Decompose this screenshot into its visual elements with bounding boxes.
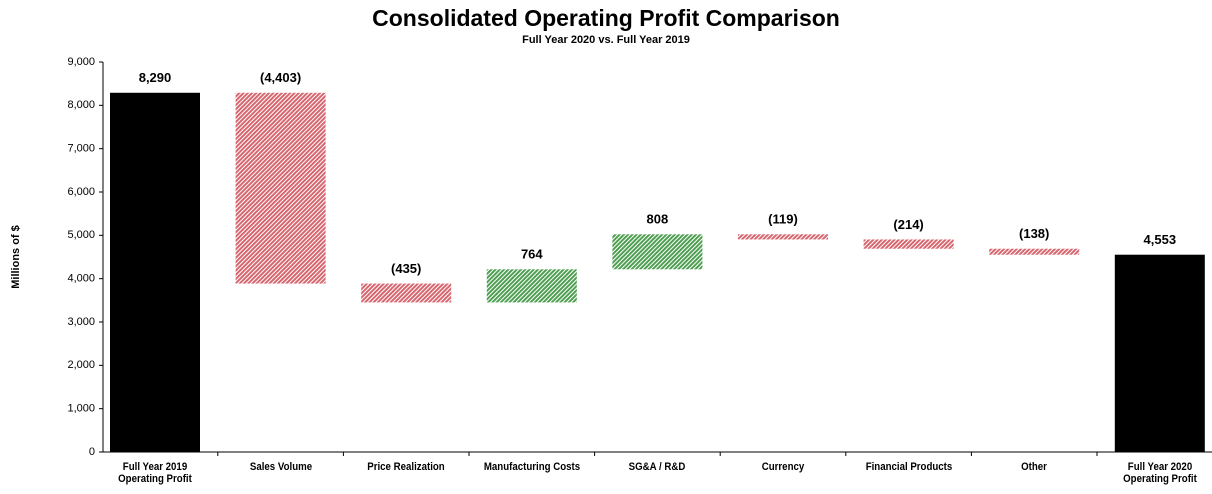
- y-tick-label: 7,000: [67, 143, 95, 155]
- x-tick-label: Financial Products: [865, 461, 952, 473]
- bar: [235, 92, 326, 284]
- bar: [1114, 254, 1205, 452]
- x-tick-label: Sales Volume: [249, 461, 312, 473]
- y-tick-label: 0: [89, 446, 95, 458]
- value-label: 4,553: [1144, 232, 1177, 247]
- chart-subtitle: Full Year 2020 vs. Full Year 2019: [522, 34, 690, 46]
- x-tick-label: Currency: [761, 461, 805, 473]
- x-tick-label: SG&A / R&D: [629, 461, 686, 473]
- x-tick-label: Manufacturing Costs: [483, 461, 580, 473]
- value-label: (4,403): [260, 70, 301, 85]
- x-tick-label: Other: [1021, 461, 1048, 473]
- y-tick-label: 3,000: [67, 316, 95, 328]
- value-label: 764: [521, 247, 543, 262]
- y-tick-label: 6,000: [67, 186, 95, 198]
- value-label: 8,290: [139, 70, 172, 85]
- bar: [738, 234, 828, 240]
- y-tick-label: 4,000: [67, 273, 95, 285]
- x-tick-label: Full Year 2019 Operating Profit: [118, 461, 192, 485]
- bar: [361, 283, 452, 303]
- bar: [863, 239, 954, 249]
- value-label: 808: [647, 212, 669, 227]
- value-label: (435): [391, 261, 421, 276]
- value-label: (119): [768, 212, 798, 227]
- bar: [110, 92, 200, 453]
- y-axis-label: Millions of $: [10, 225, 22, 289]
- x-tick-label: Price Realization: [367, 461, 445, 473]
- y-tick-label: 1,000: [67, 403, 95, 415]
- value-label: (214): [893, 217, 923, 232]
- y-tick-label: 2,000: [67, 359, 95, 371]
- bar: [989, 248, 1080, 255]
- y-tick-label: 8,000: [67, 99, 95, 111]
- y-tick-label: 9,000: [67, 56, 95, 68]
- bar: [486, 269, 577, 303]
- bar: [612, 234, 703, 270]
- y-tick-label: 5,000: [67, 229, 95, 241]
- value-label: (138): [1019, 226, 1049, 241]
- x-tick-label: Full Year 2020 Operating Profit: [1122, 461, 1197, 485]
- chart-title: Consolidated Operating Profit Comparison: [372, 5, 840, 31]
